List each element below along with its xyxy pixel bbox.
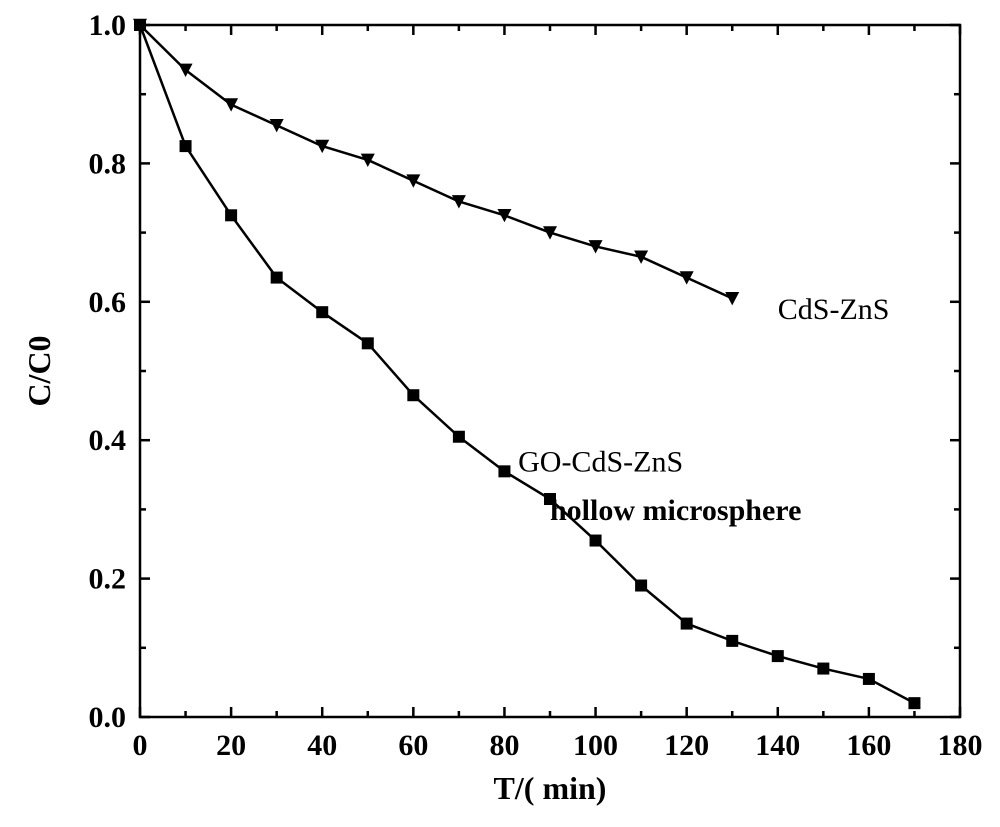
chart-container: 0 20 40 60 80 100 120 140 160 180 0.0 0.2 0.4 0.6 0.8 1… xyxy=(0,0,1000,827)
y-axis-label: C/C0 xyxy=(21,335,57,406)
x-tick-label: 0 xyxy=(133,729,148,762)
y-tick-label: 0.4 xyxy=(89,424,127,457)
annotation-label_go_line1: GO-CdS-ZnS xyxy=(518,445,683,478)
x-tick-label: 120 xyxy=(664,729,709,762)
x-axis-label: T/( min) xyxy=(494,770,607,806)
y-tick-label: 0.6 xyxy=(89,286,127,319)
annotation-label_go_line2: hollow microsphere xyxy=(550,494,801,527)
y-tick-label: 0.2 xyxy=(89,563,127,596)
x-tick-label: 180 xyxy=(938,729,983,762)
x-tick-label: 140 xyxy=(755,729,800,762)
line-chart: 0 20 40 60 80 100 120 140 160 180 0.0 0.2 0.4 0.6 0.8 1… xyxy=(0,0,1000,827)
x-tick-label: 60 xyxy=(398,729,428,762)
x-tick-label: 100 xyxy=(573,729,618,762)
x-tick-label: 20 xyxy=(216,729,246,762)
y-tick-label: 1.0 xyxy=(89,9,127,42)
annotation-label_cds_zns: CdS-ZnS xyxy=(778,293,890,326)
x-tick-label: 40 xyxy=(307,729,337,762)
x-tick-label: 80 xyxy=(489,729,519,762)
x-tick-label: 160 xyxy=(846,729,891,762)
y-tick-label: 0.8 xyxy=(89,147,127,180)
y-tick-label: 0.0 xyxy=(89,701,127,734)
